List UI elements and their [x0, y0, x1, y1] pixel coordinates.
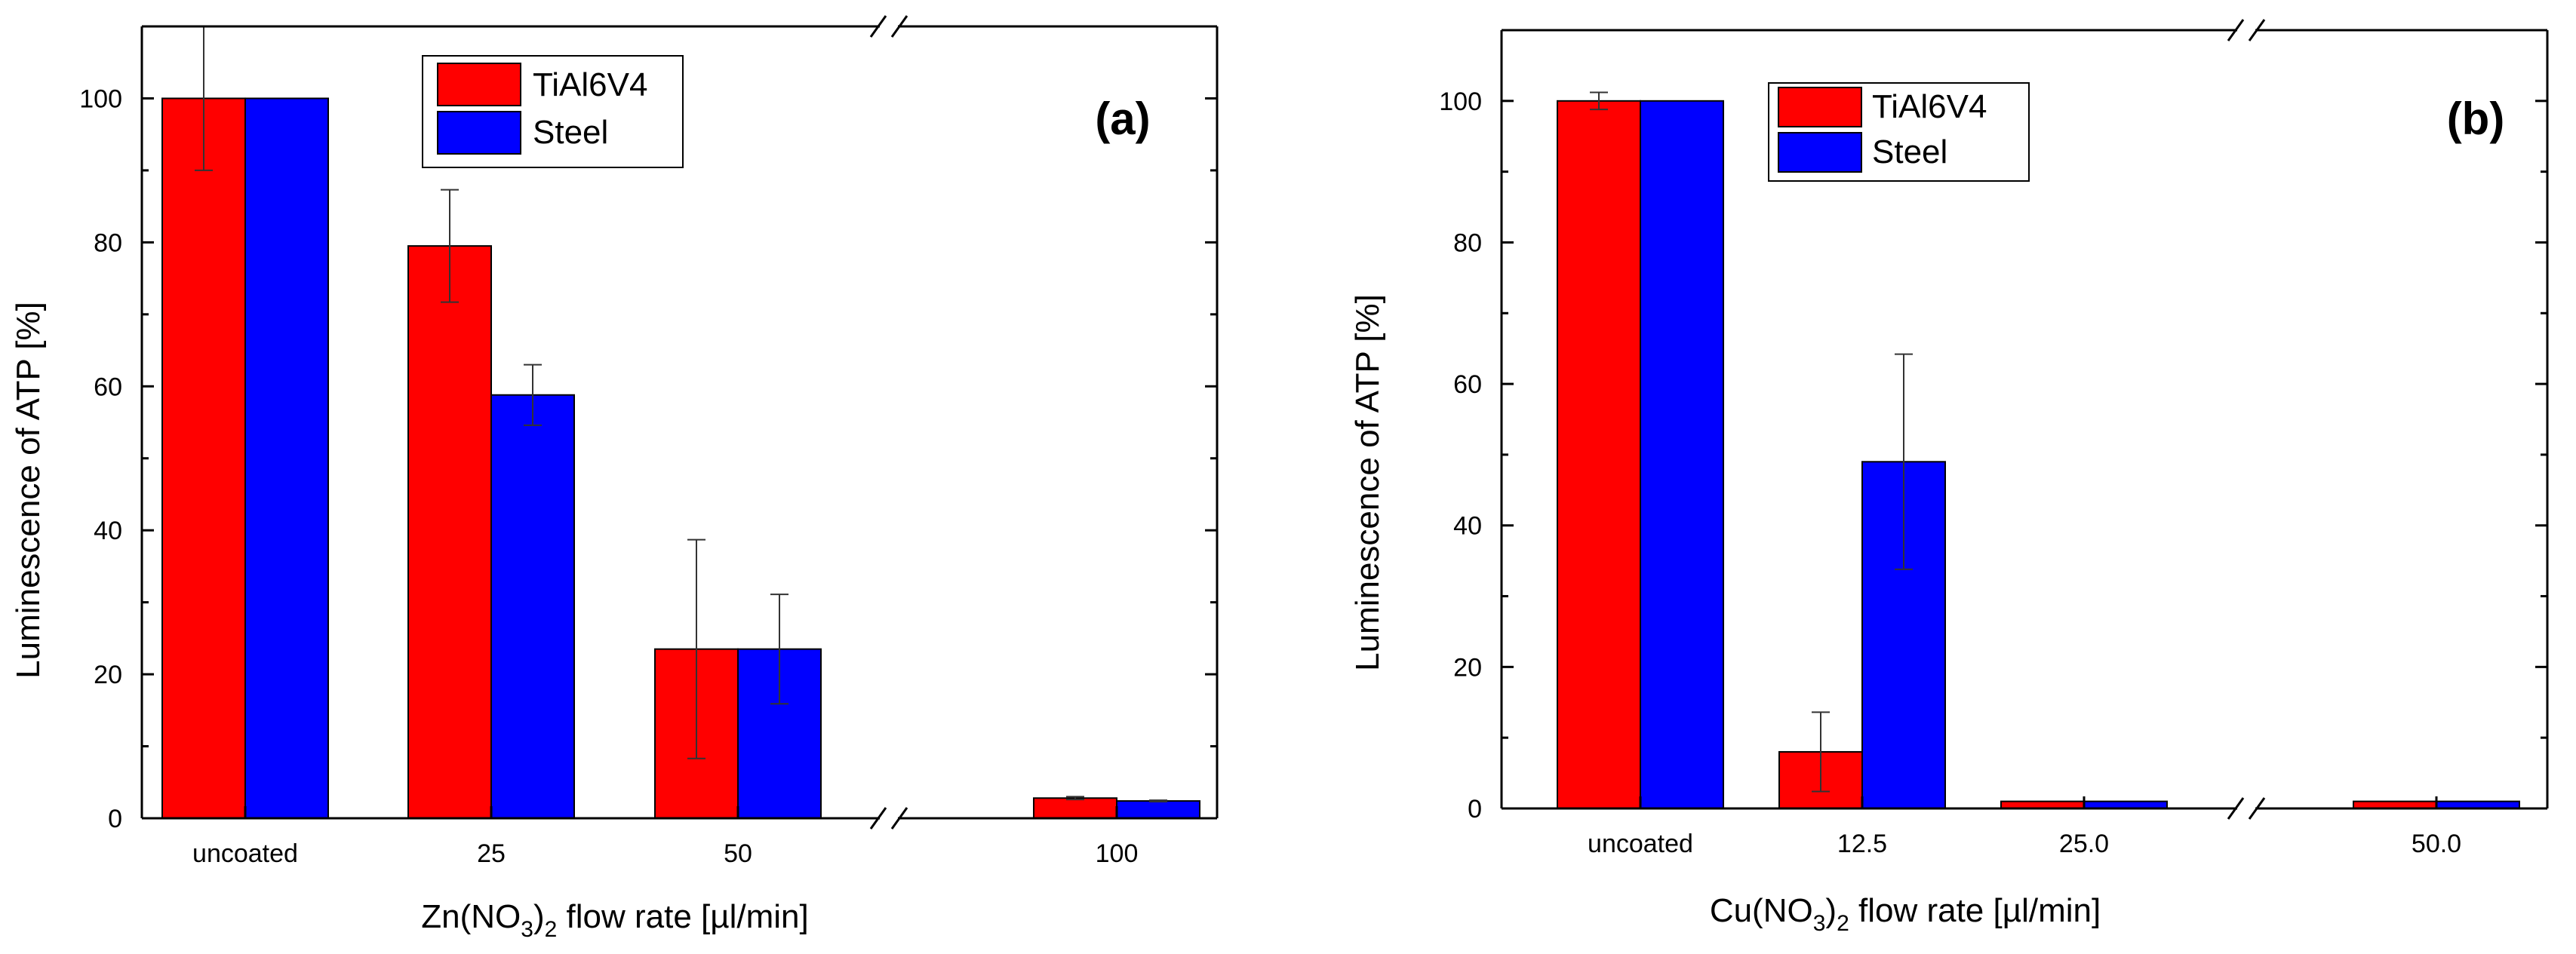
error-bar-b-tial6v4-0: [1590, 91, 1608, 111]
chart-a-ylabel: Luminescence of ATP [%]: [10, 302, 47, 679]
chart-a-legend-label-tial6v4: TiAl6V4: [533, 66, 647, 103]
error-bar-a-steel-1: [524, 364, 542, 426]
y-tick-label-40: 40: [1453, 512, 1482, 541]
chart-a-legend: TiAl6V4 Steel: [422, 55, 684, 168]
error-bar-b-tial6v4-1: [1812, 711, 1830, 793]
axis-break-mark: [890, 15, 908, 38]
error-bar-a-steel-2: [770, 594, 788, 705]
chart-a-panel-label: (a): [1095, 94, 1150, 144]
chart-b-axes: [1500, 19, 2549, 820]
chart-b-plot: 0 20 40 60 80 100 uncoated 12.5 25.0 50.0: [1439, 19, 2549, 858]
axis-break-mark: [869, 15, 887, 38]
chart-b-svg: Luminescence of ATP [%] Cu(NO3)2 flow ra…: [1349, 19, 2549, 936]
bar-a-tial6v4-1: [407, 245, 492, 819]
x-tick-label-2: 25.0: [2059, 830, 2109, 858]
y-tick-label-60: 60: [94, 373, 122, 401]
chart-a-xlabel-sub1: 3: [521, 917, 533, 942]
chart-b-panel-label: (b): [2447, 94, 2505, 144]
chart-b-xlabel-sub2: 2: [1837, 911, 1849, 936]
x-tick-label-2: 50: [724, 839, 752, 868]
y-tick-label-100: 100: [1439, 87, 1482, 116]
chart-b-xlabel: Cu(NO3)2 flow rate [µl/min]: [1710, 892, 2101, 936]
error-bar-b-steel-1: [1895, 353, 1913, 570]
chart-a-xlabel: Zn(NO3)2 flow rate [µl/min]: [421, 898, 808, 942]
error-bar-a-tial6v4-1: [441, 189, 459, 303]
bar-a-tial6v4-0: [161, 97, 246, 820]
y-tick-label-0: 0: [1468, 795, 1482, 824]
axis-break-mark: [2248, 797, 2266, 820]
error-bar-a-tial6v4-3: [1066, 796, 1084, 801]
chart-a-xlabel-suffix: flow rate [µl/min]: [557, 898, 808, 935]
y-tick-label-80: 80: [94, 229, 122, 257]
chart-b-legend-swatch-steel: [1778, 132, 1862, 173]
chart-b-ylabel: Luminescence of ATP [%]: [1349, 294, 1386, 671]
chart-b-legend-label-tial6v4: TiAl6V4: [1872, 88, 1987, 125]
bar-b-steel-0: [1640, 100, 1724, 809]
chart-a-legend-swatch-tial6v4: [437, 63, 521, 106]
chart-b-xlabel-prefix: Cu(NO: [1710, 892, 1813, 929]
bar-a-steel-0: [244, 97, 329, 820]
y-tick-label-20: 20: [1453, 653, 1482, 682]
chart-a-xlabel-prefix: Zn(NO: [421, 898, 521, 935]
y-tick-label-100: 100: [79, 84, 122, 113]
y-tick-label-20: 20: [94, 661, 122, 689]
chart-a-svg: Luminescence of ATP [%] Zn(NO3)2 flow ra…: [10, 15, 1219, 942]
chart-a-axes: [140, 15, 1219, 830]
chart-b-legend-swatch-tial6v4: [1778, 87, 1862, 127]
y-tick-label-0: 0: [108, 805, 122, 833]
x-tick-label-0: uncoated: [1588, 830, 1693, 858]
x-tick-label-0: uncoated: [192, 839, 298, 868]
chart-panel-a: Luminescence of ATP [%] Zn(NO3)2 flow ra…: [10, 15, 1219, 942]
y-tick-label-40: 40: [94, 517, 122, 545]
chart-a-xlabel-sub2: 2: [545, 917, 558, 942]
bar-b-tial6v4-0: [1557, 100, 1641, 809]
chart-b-legend: TiAl6V4 Steel: [1768, 82, 2030, 182]
chart-b-xlabel-suffix: flow rate [µl/min]: [1849, 892, 2101, 929]
y-tick-label-60: 60: [1453, 370, 1482, 399]
x-tick-label-3: 50.0: [2412, 830, 2461, 858]
y-tick-label-80: 80: [1453, 229, 1482, 257]
axis-break-mark: [2227, 797, 2245, 820]
chart-b-legend-label-steel: Steel: [1872, 133, 1947, 170]
chart-b-xlabel-sub1: 3: [1813, 911, 1826, 936]
x-tick-label-1: 25: [477, 839, 506, 868]
bar-a-tial6v4-3: [1033, 797, 1117, 819]
chart-a-legend-swatch-steel: [437, 111, 521, 155]
x-tick-label-3: 100: [1096, 839, 1139, 868]
chart-a-legend-label-steel: Steel: [533, 114, 608, 151]
axis-break-mark: [890, 807, 908, 830]
chart-panel-b: Luminescence of ATP [%] Cu(NO3)2 flow ra…: [1288, 0, 2576, 954]
axis-break-mark: [2227, 19, 2245, 41]
x-tick-label-1: 12.5: [1837, 830, 1887, 858]
axis-break-mark: [2248, 19, 2266, 41]
chart-a-plot: 0 20 40 60 80 100 uncoated 25 50 100: [79, 15, 1219, 868]
error-bar-a-steel-3: [1149, 799, 1167, 803]
error-bar-a-tial6v4-2: [687, 538, 705, 759]
bar-a-steel-1: [490, 394, 575, 819]
bar-a-steel-3: [1116, 800, 1200, 820]
chart-b-xlabel-mid: ): [1825, 892, 1837, 929]
chart-a-xlabel-mid: ): [533, 898, 545, 935]
axis-break-mark: [869, 807, 887, 830]
